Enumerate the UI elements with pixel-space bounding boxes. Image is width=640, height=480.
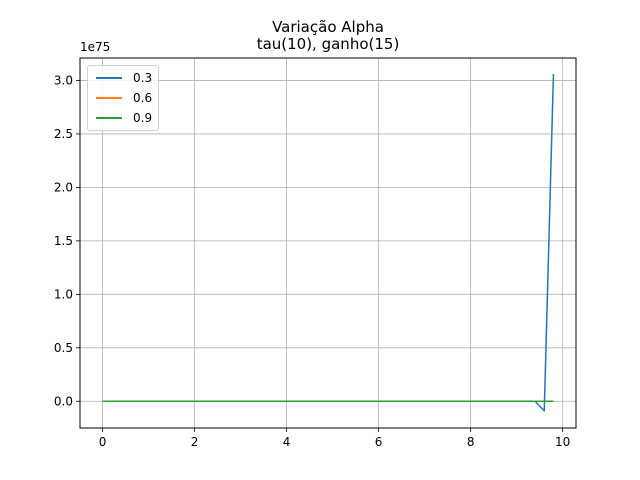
x-axis-ticks: 0 2 4 6 8 10 xyxy=(99,428,570,449)
chart-title: Variação Alpha xyxy=(272,18,384,36)
legend-line-icon xyxy=(96,97,122,99)
x-tick-label: 0 xyxy=(99,435,107,449)
y-tick-label: 3.0 xyxy=(54,73,73,87)
y-tick-label: 0.0 xyxy=(54,394,73,408)
y-axis-ticks: 0.0 0.5 1.0 1.5 2.0 2.5 3.0 xyxy=(54,73,80,408)
y-axis-offset-label: 1e75 xyxy=(80,40,111,54)
y-tick-label: 2.0 xyxy=(54,180,73,194)
legend-line-icon xyxy=(96,77,122,79)
y-tick-label: 2.5 xyxy=(54,127,73,141)
y-tick-label: 1.5 xyxy=(54,234,73,248)
x-tick-label: 4 xyxy=(283,435,291,449)
legend-entry-0.6: 0.6 xyxy=(96,88,152,108)
series-line-0.3 xyxy=(102,74,555,412)
legend-label: 0.3 xyxy=(133,71,153,85)
x-tick-label: 6 xyxy=(375,435,383,449)
axes-frame xyxy=(79,57,577,429)
x-tick-label: 2 xyxy=(191,435,199,449)
legend-entry-0.9: 0.9 xyxy=(96,108,152,128)
y-tick-label: 0.5 xyxy=(54,341,73,355)
y-tick-label: 1.0 xyxy=(54,287,73,301)
legend-line-icon xyxy=(96,117,122,119)
series-lines xyxy=(102,74,555,412)
chart-subtitle: tau(10), ganho(15) xyxy=(256,35,400,53)
x-tick-label: 10 xyxy=(555,435,570,449)
x-tick-label: 8 xyxy=(467,435,475,449)
grid xyxy=(80,58,576,428)
legend-label: 0.6 xyxy=(133,91,153,105)
legend: 0.3 0.6 0.9 xyxy=(87,65,159,131)
legend-entry-0.3: 0.3 xyxy=(96,68,152,88)
legend-label: 0.9 xyxy=(133,111,153,125)
